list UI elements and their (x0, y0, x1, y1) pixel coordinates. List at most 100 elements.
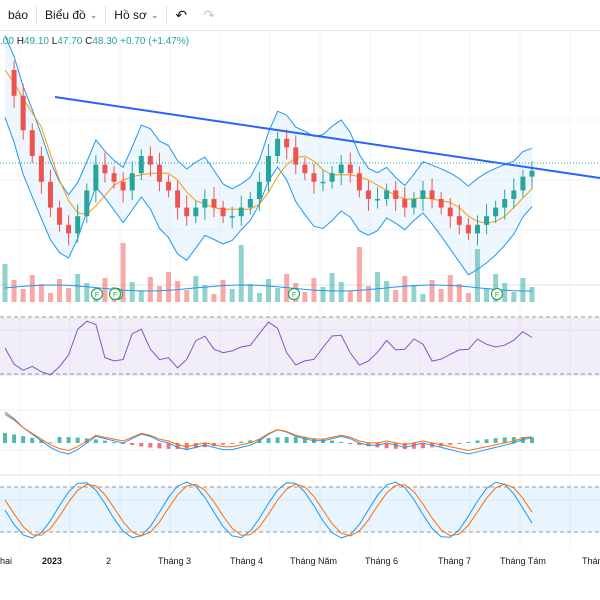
macd-histogram-bar (48, 442, 53, 444)
volume-bar (384, 281, 390, 302)
macd-histogram-bar (21, 436, 26, 443)
macd-histogram-bar (193, 443, 198, 449)
chart-canvas[interactable]: FFFFF (0, 30, 600, 550)
macd-histogram-bar (330, 440, 335, 443)
candle-body (438, 199, 444, 208)
macd-histogram-bar (511, 437, 516, 443)
macd-histogram-bar (221, 443, 226, 445)
macd-histogram-bar (393, 443, 398, 449)
candle-body (402, 199, 408, 208)
volume-bar (84, 283, 90, 302)
candle-body (420, 190, 426, 199)
macd-histogram-bar (366, 443, 371, 447)
candle-body (284, 138, 290, 148)
candle-body (375, 199, 381, 201)
macd-histogram-bar (148, 443, 153, 448)
volume-bar (493, 274, 499, 302)
macd-histogram-bar (293, 437, 298, 443)
macd-histogram-bar (75, 437, 80, 443)
candle-body (193, 207, 199, 217)
candle-body (238, 207, 244, 217)
macd-histogram-bar (12, 434, 17, 443)
macd-histogram-bar (57, 437, 62, 443)
candle-body (411, 199, 417, 208)
volume-bar (247, 284, 253, 302)
volume-bar (29, 275, 35, 302)
candle-body (220, 207, 226, 217)
signal-line (4, 413, 533, 452)
volume-bar (375, 272, 381, 302)
change-value: +0.70 (+1.47%) (120, 36, 190, 47)
macd-histogram-bar (475, 440, 480, 443)
dividend-marker-label: F (95, 292, 99, 299)
x-tick-label: Tháng 7 (438, 556, 472, 566)
volume-bar (474, 249, 480, 302)
macd-histogram-bar (30, 437, 35, 443)
high-value: 49.10 (23, 36, 49, 47)
volume-bar (302, 292, 308, 302)
candle-body (493, 207, 499, 217)
macd-histogram-bar (411, 443, 416, 449)
macd-histogram-bar (348, 443, 353, 444)
candle-body (365, 190, 371, 199)
chevron-down-icon: ⌄ (150, 9, 159, 20)
volume-bar (393, 290, 399, 302)
macd-histogram-bar (339, 441, 344, 443)
top-toolbar: báo Biểu đồ ⌄ Hồ sơ ⌄ ↶ ↷ (0, 0, 600, 31)
candle-body (57, 207, 63, 225)
volume-bar (438, 289, 444, 302)
volume-bar (229, 289, 235, 302)
candle-body (202, 199, 208, 208)
undo-icon[interactable]: ↶ (175, 6, 188, 23)
low-value: 47.70 (57, 36, 83, 47)
chart-menu[interactable]: Biểu đồ ⌄ (37, 0, 105, 30)
report-menu[interactable]: báo (0, 0, 36, 30)
volume-bar (202, 285, 208, 302)
volume-bar (320, 287, 326, 302)
toolbar-divider (36, 6, 38, 24)
dividend-marker-icon (90, 287, 104, 301)
candle-body (484, 216, 490, 225)
x-tick-label: Tháng Tám (500, 556, 546, 566)
macd-histogram-bar (175, 443, 180, 449)
macd-histogram-bar (384, 443, 389, 449)
low-key: L (51, 36, 58, 47)
candle-body (211, 199, 217, 208)
redo-icon[interactable]: ↷ (203, 6, 215, 23)
dividend-marker-label: F (292, 292, 296, 299)
volume-bar (147, 277, 153, 302)
volume-bar (465, 293, 471, 302)
macd-histogram-bar (112, 442, 117, 444)
candle-body (329, 173, 335, 182)
candle-body (256, 181, 262, 199)
volume-bar (447, 275, 453, 302)
volume-bar (365, 286, 371, 302)
rsi-band (0, 317, 600, 374)
candle-body (147, 156, 153, 165)
volume-bar (402, 276, 408, 302)
volume-bar (2, 264, 8, 302)
macd-histogram-bar (420, 443, 425, 449)
x-tick-label: Tháng (582, 556, 600, 566)
candle-body (38, 156, 44, 182)
candle-body (356, 173, 362, 191)
volume-bar (66, 288, 72, 302)
candle-body (29, 130, 35, 156)
macd-histogram-bar (530, 437, 534, 443)
volume-bar (193, 276, 199, 302)
candle-body (47, 181, 53, 208)
candle-body (529, 170, 535, 177)
dividend-marker-icon (108, 287, 122, 301)
volume-bar (511, 292, 517, 302)
candle-body (156, 164, 162, 182)
close-value: 48.30 (92, 36, 118, 47)
macd-histogram-bar (275, 437, 280, 443)
candle-body (66, 224, 72, 234)
candle-body (138, 156, 144, 174)
report-label: báo (8, 8, 29, 22)
macd-histogram-bar (248, 440, 253, 443)
volume-bar (420, 294, 426, 302)
macd-histogram-bar (284, 437, 289, 443)
volume-bar (120, 243, 126, 302)
profile-menu[interactable]: Hồ sơ ⌄ (106, 0, 166, 30)
